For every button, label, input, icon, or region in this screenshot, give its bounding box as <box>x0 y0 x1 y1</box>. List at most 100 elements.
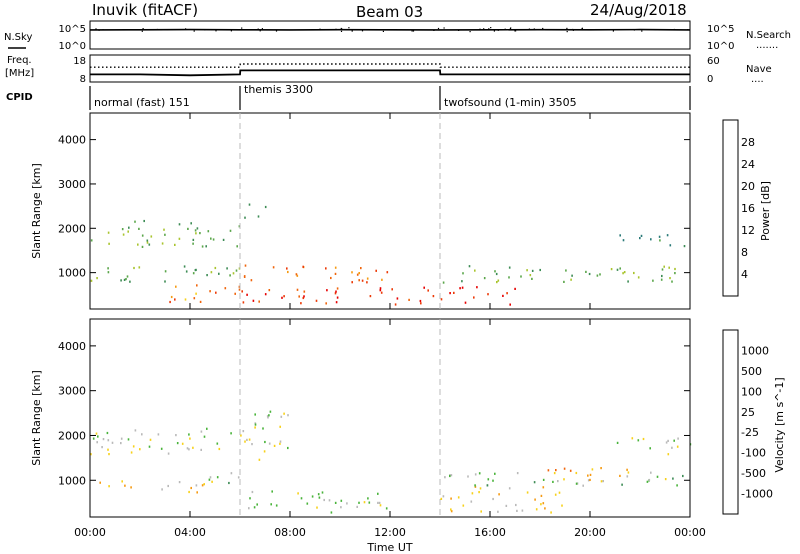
scatter-cell <box>521 509 524 512</box>
scatter-cell <box>555 469 557 472</box>
scatter-cell <box>497 510 499 513</box>
scatter-cell <box>639 237 641 240</box>
scatter-cell <box>495 272 498 276</box>
scatter-cell <box>480 510 482 513</box>
scatter-cell <box>302 265 304 268</box>
nsearch-dot <box>687 29 689 31</box>
nsearch-dot <box>572 29 574 31</box>
colorbar-tick: 12 <box>741 224 755 237</box>
scatter-cell <box>107 271 110 274</box>
scatter-cell <box>248 203 251 206</box>
scatter-cell <box>133 266 135 270</box>
scatter-cell <box>619 234 621 237</box>
scatter-cell <box>120 437 123 440</box>
scatter-cell <box>130 451 133 454</box>
scatter-cell <box>138 227 140 230</box>
nsearch-dot <box>98 29 100 31</box>
colorbar-tick: -25 <box>741 426 759 439</box>
scatter-cell <box>300 497 303 500</box>
scatter-cell <box>169 300 171 304</box>
scatter-cell <box>494 270 496 273</box>
scatter-cell <box>230 432 232 435</box>
power-panel: 1000 2000 3000 4000 Slant Range [km] 4 8 12 16… <box>30 112 772 310</box>
scatter-cell <box>542 502 545 505</box>
scatter-cell <box>242 301 245 304</box>
scatter-cell <box>195 232 197 235</box>
scatter-cell <box>97 435 99 438</box>
scatter-cell <box>478 472 481 475</box>
nsearch-dot <box>257 28 259 30</box>
scatter-cell <box>302 296 305 300</box>
scatter-cell <box>330 276 332 280</box>
scatter-cell <box>474 484 476 487</box>
cpid-label: CPID <box>6 92 33 103</box>
nsearch-dot <box>335 28 337 30</box>
scatter-cell <box>596 274 599 277</box>
colorbar-tick: 16 <box>741 202 755 215</box>
scatter-cell <box>121 228 124 231</box>
scatter-cell <box>476 286 478 289</box>
nsearch-dot <box>528 28 530 30</box>
scatter-cell <box>203 435 206 438</box>
scatter-cell <box>408 298 410 301</box>
scatter-cell <box>257 215 260 218</box>
nsearch-dot <box>230 30 232 32</box>
scatter-cell <box>235 269 238 272</box>
scatter-cell <box>280 415 283 418</box>
scatter-cell <box>317 493 320 496</box>
scatter-cell <box>535 508 538 511</box>
scatter-cell <box>138 266 141 269</box>
scatter-cell <box>508 487 511 490</box>
nsearch-dot <box>490 27 492 29</box>
scatter-cell <box>552 480 554 483</box>
scatter-cell <box>515 503 517 507</box>
scatter-cell <box>360 267 362 270</box>
scatter-cell <box>249 497 251 500</box>
nsearch-dot <box>319 28 321 30</box>
scatter-cell <box>461 286 464 289</box>
nsearch-dot <box>458 29 460 31</box>
scatter-cell <box>254 422 257 425</box>
scatter-cell <box>163 228 165 231</box>
scatter-cell <box>125 278 127 281</box>
scatter-cell <box>161 488 163 491</box>
cpid-panel: CPID normal (fast) 151 themis 3300 twofs… <box>6 83 691 110</box>
scatter-cell <box>334 266 337 269</box>
scatter-cell <box>563 467 566 470</box>
scatter-cell <box>150 235 153 238</box>
nsearch-dot <box>95 28 97 30</box>
scatter-cell <box>127 230 129 233</box>
scatter-cell <box>107 231 110 234</box>
scatter-cell <box>335 290 337 293</box>
scatter-cell <box>264 293 267 296</box>
scatter-cell <box>366 281 368 284</box>
scatter-cell <box>234 292 236 295</box>
scatter-cell <box>514 287 516 290</box>
scatter-cell <box>367 497 369 500</box>
y-tick-label: 2000 <box>58 429 86 442</box>
scatter-cell <box>358 501 360 504</box>
scatter-cell <box>201 484 204 487</box>
nsearch-dot <box>141 30 143 32</box>
scatter-cell <box>571 274 573 277</box>
scatter-cell <box>391 288 393 291</box>
scatter-cell <box>457 496 460 499</box>
nsearch-dot <box>261 28 263 30</box>
scatter-cell <box>241 290 243 293</box>
scatter-cell <box>494 472 496 475</box>
scatter-cell <box>325 267 327 270</box>
scatter-cell <box>683 245 686 248</box>
scatter-cell <box>377 492 379 495</box>
scatter-cell <box>649 447 651 450</box>
nsearch-dot <box>479 28 481 30</box>
scatter-cell <box>243 275 246 278</box>
nsearch-dot <box>156 28 158 31</box>
scatter-cell <box>326 289 328 292</box>
scatter-cell <box>658 235 661 238</box>
scatter-cell <box>674 267 676 271</box>
scatter-cell <box>591 468 594 471</box>
scatter-cell <box>502 294 504 297</box>
nsearch-dot <box>673 28 675 31</box>
scatter-cell <box>222 238 225 241</box>
scatter-cell <box>174 243 176 246</box>
